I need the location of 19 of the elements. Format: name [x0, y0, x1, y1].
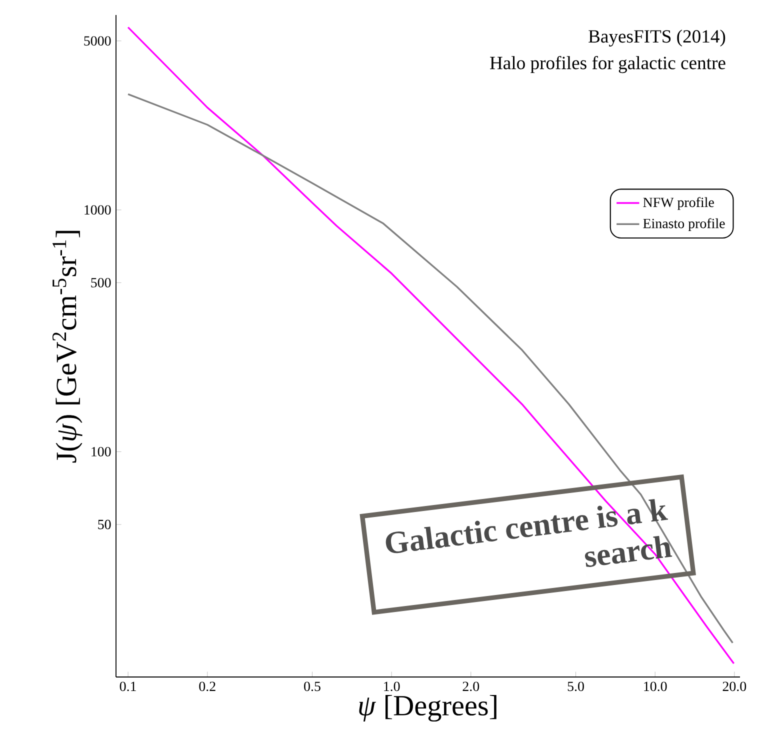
y-tick-label: 1000 [84, 205, 111, 215]
y-tick-label: 50 [98, 520, 111, 530]
x-tick-label: 2.0 [462, 682, 480, 692]
x-tick-label: 1.0 [384, 682, 400, 692]
x-axis-title: ψ [Degrees] [359, 694, 496, 722]
text: J(ψ) [GeV$^{2}$cm$^{-5}$sr$^{-1}$] [52, 230, 82, 463]
legend-label: Einasto profile [643, 218, 725, 232]
text: BayesFITS (2014) [588, 30, 726, 47]
y-tick-label: 100 [92, 446, 111, 456]
legend-label: NFW profile [643, 197, 714, 210]
y-tick-label: 5000 [84, 36, 111, 46]
x-tick-label: 0.5 [304, 682, 320, 692]
x-tick-label: 20.0 [722, 682, 746, 692]
y-tick-label: 500 [91, 278, 111, 288]
x-tick-label: 0.1 [120, 682, 136, 692]
x-tick-label: 10.0 [644, 682, 667, 692]
x-tick-label: 5.0 [568, 682, 584, 692]
x-tick-label: 0.2 [199, 682, 216, 692]
text: Halo profiles for galactic centre [490, 56, 726, 74]
